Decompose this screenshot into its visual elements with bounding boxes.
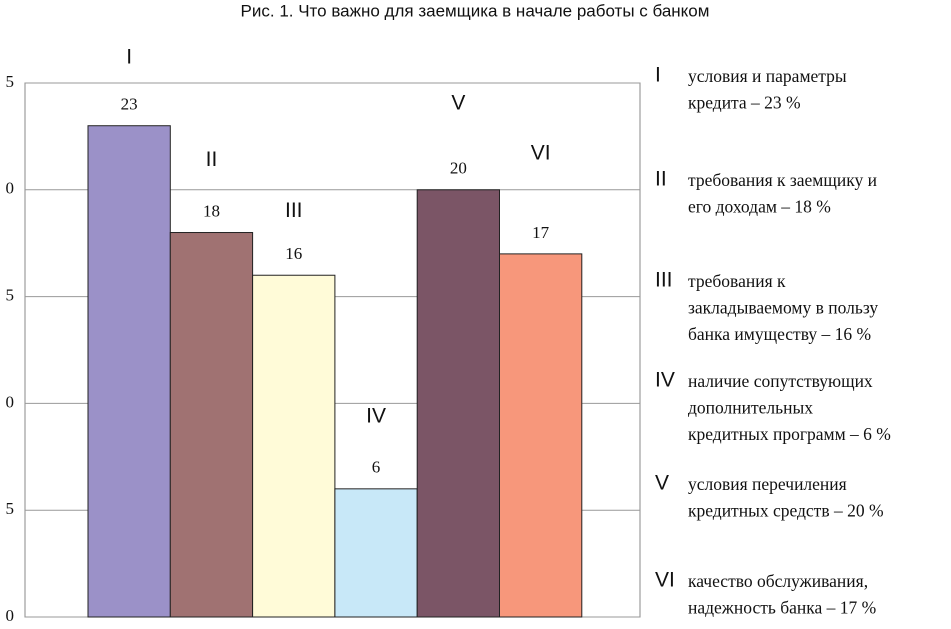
legend-text: дополнительных: [688, 398, 813, 418]
value-label: 16: [285, 244, 302, 263]
chart-title: Рис. 1. Что важно для заемщика в начале …: [241, 1, 710, 20]
legend-text: требования к: [688, 271, 786, 291]
legend-numeral: I: [655, 64, 661, 87]
category-label: II: [206, 148, 218, 171]
bar: [416, 189, 501, 618]
legend-text: кредита – 23 %: [688, 93, 801, 113]
legend-text: кредитных программ – 6 %: [688, 424, 891, 444]
bar: [499, 253, 583, 618]
category-label: I: [126, 45, 132, 68]
legend-text: кредитных средств – 20 %: [688, 501, 884, 521]
y-tick-label: 5: [6, 72, 15, 91]
bar: [252, 274, 336, 618]
legend-text: требования к заемщику и: [688, 170, 877, 190]
value-label: 23: [121, 95, 138, 114]
category-label: V: [451, 91, 465, 114]
y-tick-label: 0: [6, 179, 15, 198]
value-label: 18: [203, 201, 220, 220]
bar: [334, 488, 418, 618]
legend-text: банка имуществу – 16 %: [688, 324, 871, 344]
legend-numeral: II: [655, 168, 667, 191]
y-tick-label: 5: [6, 499, 15, 518]
legend-numeral: IV: [655, 369, 675, 392]
legend-text: условия перечиления: [688, 474, 847, 494]
legend-numeral: III: [655, 269, 673, 292]
legend-text: наличие сопутствующих: [688, 371, 873, 391]
value-label: 17: [532, 223, 550, 242]
legend-text: надежность банка – 17 %: [688, 598, 876, 618]
y-tick-label: 0: [6, 606, 15, 625]
legend-text: условия и параметры: [688, 66, 847, 86]
category-label: III: [285, 199, 303, 222]
legend-numeral: V: [655, 472, 669, 495]
y-tick-label: 0: [6, 392, 15, 411]
value-label: 20: [450, 159, 467, 178]
category-label: IV: [366, 404, 386, 427]
value-label: 6: [372, 458, 381, 477]
category-label: VI: [531, 141, 551, 164]
bar: [87, 125, 171, 618]
legend-text: его доходам – 18 %: [688, 197, 831, 217]
legend-text: качество обслуживания,: [688, 571, 868, 591]
legend-text: закладываемому в пользу: [688, 298, 878, 318]
y-tick-label: 5: [6, 286, 15, 305]
bar: [169, 232, 254, 618]
legend-numeral: VI: [655, 569, 675, 592]
